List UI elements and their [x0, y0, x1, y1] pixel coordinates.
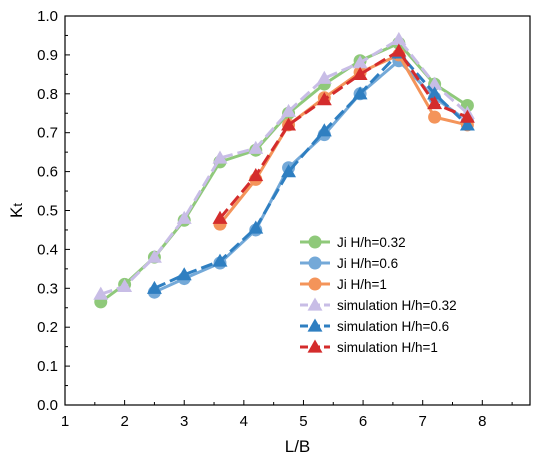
y-axis-title-subscript: t	[10, 203, 25, 207]
data-point	[459, 109, 475, 123]
y-tick-label: 0.4	[37, 241, 58, 258]
data-point	[316, 70, 332, 84]
data-point	[176, 267, 192, 281]
data-point	[428, 110, 442, 124]
data-point	[391, 31, 407, 45]
series-line	[218, 49, 468, 220]
x-tick-label: 7	[419, 413, 427, 430]
data-point	[459, 117, 475, 131]
y-axis-title: Kt	[7, 203, 26, 218]
x-axis-title: L/B	[285, 437, 311, 456]
y-tick-label: 0.3	[37, 280, 58, 297]
legend-item: simulation H/h=1	[300, 339, 438, 355]
data-point	[146, 280, 162, 294]
data-point	[427, 96, 443, 110]
legend-swatch-marker	[308, 235, 322, 249]
y-tick-label: 0.6	[37, 164, 58, 181]
legend-label: Ji H/h=0.32	[337, 235, 406, 250]
data-point	[427, 76, 443, 90]
series-line	[153, 51, 469, 290]
series-5	[146, 45, 475, 294]
data-point	[212, 253, 228, 267]
y-tick-label: 0.0	[37, 397, 58, 414]
data-point	[212, 210, 228, 224]
data-point	[248, 140, 264, 154]
data-point	[248, 168, 264, 182]
x-tick-label: 4	[240, 413, 248, 430]
x-tick-label: 3	[180, 413, 188, 430]
data-point	[176, 210, 192, 224]
data-point	[281, 103, 297, 117]
legend-label: Ji H/h=0.6	[337, 256, 398, 271]
legend-item: simulation H/h=0.32	[300, 297, 457, 313]
data-point	[146, 249, 162, 263]
data-point	[352, 86, 368, 100]
series-4	[93, 31, 475, 300]
data-point	[93, 286, 109, 300]
legend-label: simulation H/h=0.6	[337, 319, 449, 334]
legend-item: Ji H/h=0.6	[300, 256, 398, 271]
legend-swatch-marker	[308, 277, 322, 291]
legend-swatch-marker	[308, 256, 322, 270]
series-3	[213, 48, 474, 231]
legend-label: Ji H/h=1	[337, 277, 387, 292]
x-tick-label: 5	[299, 413, 307, 430]
x-tick-label: 8	[478, 413, 486, 430]
y-axis-title-main: K	[7, 206, 26, 218]
axis-layer: 1 2 3 4 5 6 7 8 0.0 0.1 0.2 0.3 0.4 0.5 0.6 0.7 0.8 0.9 1.…	[37, 8, 513, 430]
data-point	[316, 123, 332, 137]
data-point	[281, 164, 297, 178]
legend-swatch-marker	[307, 318, 323, 332]
x-tick-label: 1	[61, 413, 69, 430]
data-point	[391, 43, 407, 57]
x-tick-label: 6	[359, 413, 367, 430]
y-tick-label: 0.8	[37, 86, 58, 103]
y-tick-label: 0.5	[37, 203, 58, 220]
series-layer	[93, 31, 475, 309]
legend-swatch-marker	[307, 339, 323, 353]
legend-label: simulation H/h=0.32	[337, 298, 457, 313]
legend: Ji H/h=0.32 Ji H/h=0.6 Ji H/h=1 simulation …	[300, 235, 457, 355]
x-tick-label: 2	[120, 413, 128, 430]
y-tick-label: 0.2	[37, 319, 58, 336]
legend-item: Ji H/h=0.32	[300, 235, 406, 250]
data-point	[352, 55, 368, 69]
y-tick-label: 1.0	[37, 8, 58, 25]
series-6	[212, 43, 475, 224]
y-tick-label: 0.1	[37, 358, 58, 375]
y-tick-label: 0.9	[37, 47, 58, 64]
data-point	[316, 92, 332, 106]
legend-item: simulation H/h=0.6	[300, 318, 449, 334]
legend-swatch-marker	[307, 297, 323, 311]
data-point	[427, 86, 443, 100]
data-point	[281, 117, 297, 131]
data-point	[248, 220, 264, 234]
data-point	[212, 150, 228, 164]
data-point	[352, 66, 368, 80]
legend-label: simulation H/h=1	[337, 340, 438, 355]
plot-frame	[64, 15, 531, 406]
legend-item: Ji H/h=1	[300, 277, 387, 292]
y-tick-label: 0.7	[37, 125, 58, 142]
data-point	[117, 278, 133, 292]
